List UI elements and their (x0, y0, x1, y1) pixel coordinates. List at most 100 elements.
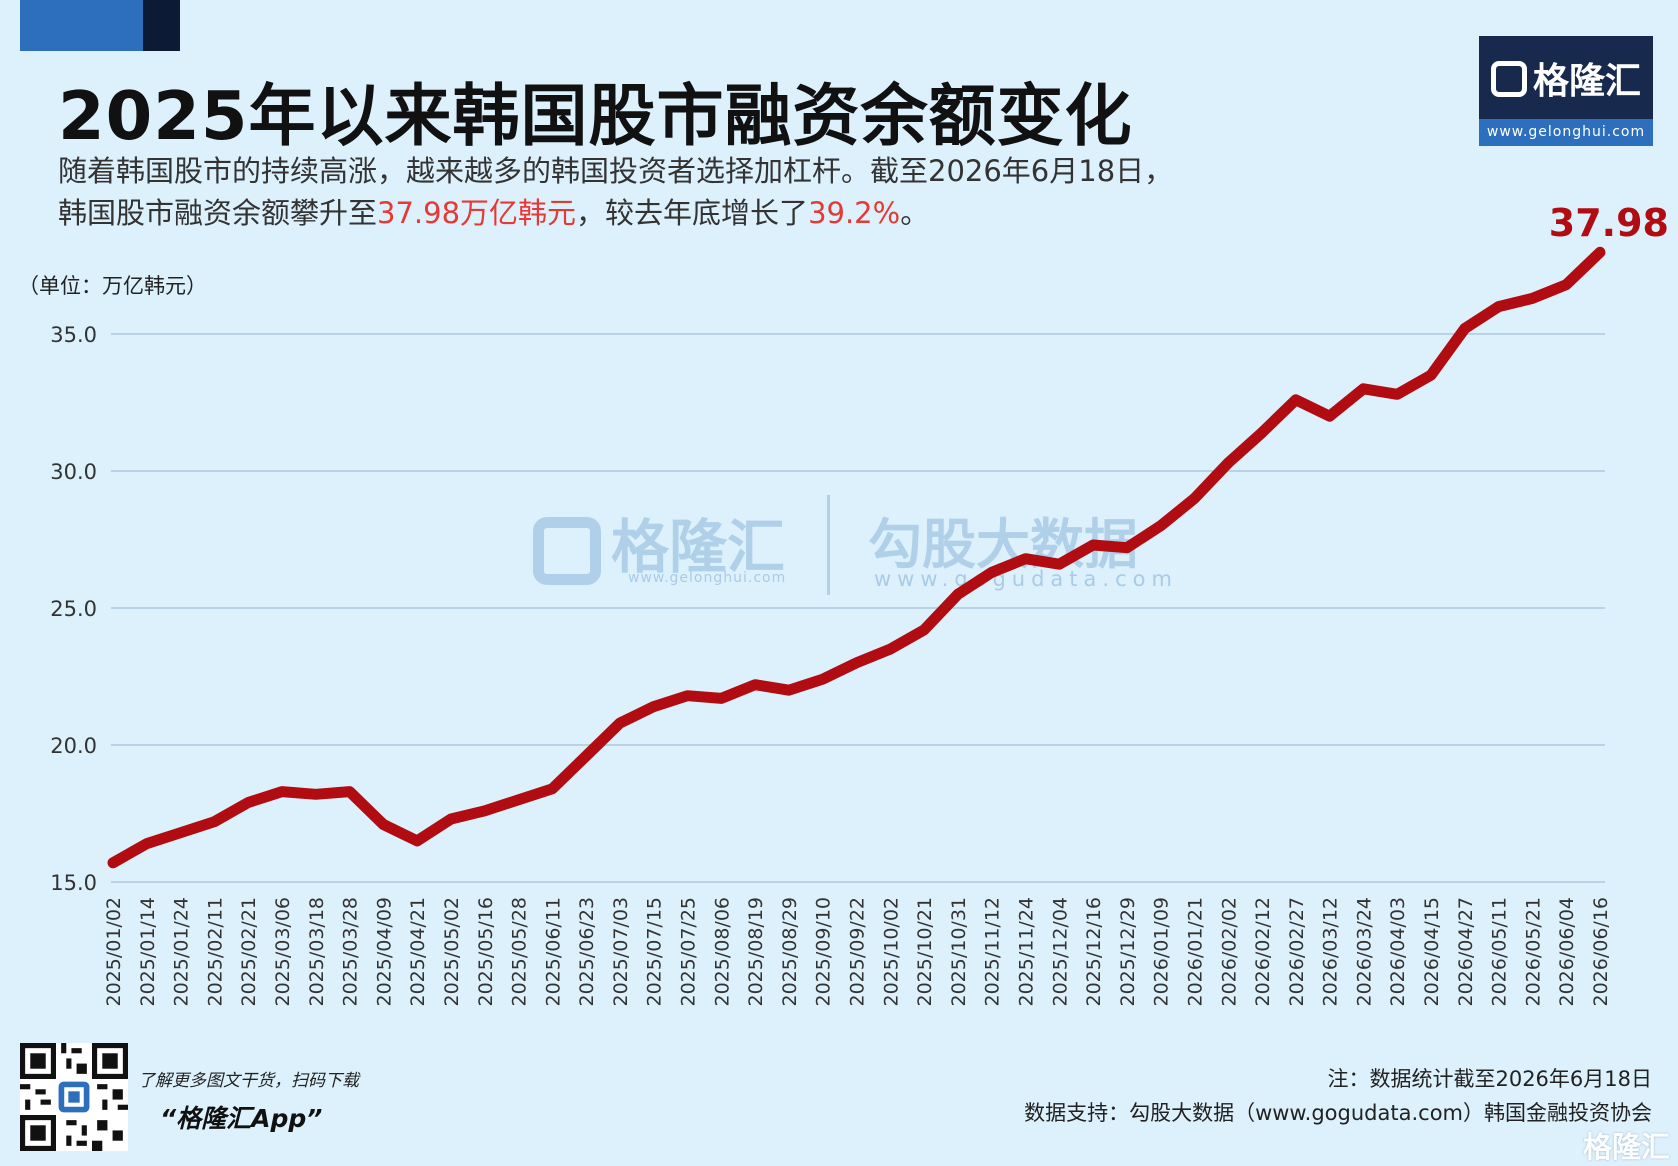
data-point (1324, 411, 1335, 422)
data-point (885, 644, 896, 655)
x-tick-label: 2025/11/12 (982, 897, 1004, 1007)
data-point (479, 805, 490, 816)
x-tick-label: 2025/02/11 (204, 897, 226, 1007)
data-point (648, 701, 659, 712)
x-tick-label: 2025/12/16 (1083, 897, 1105, 1007)
y-tick-label: 25.0 (50, 597, 97, 621)
last-value-label: 37.98 (1549, 201, 1669, 245)
data-point (1189, 493, 1200, 504)
data-point (986, 567, 997, 578)
corner-watermark: 格隆汇 (1582, 1130, 1670, 1164)
x-tick-label: 2025/08/06 (711, 897, 733, 1007)
grid-lines (111, 333, 1605, 883)
subtitle-highlight-amount: 37.98万亿韩元 (377, 196, 577, 230)
x-tick-label: 2026/05/21 (1522, 897, 1544, 1007)
x-tick-label: 2025/10/31 (948, 897, 970, 1007)
brand-logo: 格隆汇 www.gelonghui.com (1479, 36, 1653, 146)
logo-text: 格隆汇 (1532, 61, 1641, 102)
watermark-gelonghui: 格隆汇 (533, 500, 785, 585)
series-points (108, 247, 1605, 868)
data-point (1088, 539, 1099, 550)
data-point (1121, 542, 1132, 553)
subtitle-highlight-growth: 39.2% (808, 196, 901, 230)
x-tick-label: 2025/01/24 (171, 897, 193, 1007)
data-point (919, 624, 930, 635)
data-point (1358, 383, 1369, 394)
x-tick-label: 2025/01/02 (103, 897, 125, 1007)
x-tick-label: 2026/04/27 (1455, 897, 1477, 1007)
x-tick-label: 2025/07/15 (644, 897, 666, 1007)
x-tick-label: 2025/05/28 (509, 897, 531, 1007)
x-tick-label: 2025/04/09 (373, 897, 395, 1007)
data-point (412, 835, 423, 846)
data-point (750, 679, 761, 690)
x-tick-label: 2025/06/11 (542, 897, 564, 1007)
watermark-brand1-url: www.gelonghui.com (628, 570, 787, 586)
y-tick-label: 35.0 (50, 323, 97, 347)
data-point (1561, 279, 1572, 290)
line-chart: 35.0 30.0 25.0 20.0 15.0 2025/01/02 2025/01/1… (18, 201, 1669, 1007)
data-point (614, 718, 625, 729)
x-tick-label: 2025/07/25 (678, 897, 700, 1007)
subtitle-text-a: 韩国股市融资余额攀升至 (58, 196, 378, 230)
watermark-divider (827, 495, 830, 595)
data-point (1426, 370, 1437, 381)
x-tick-label: 2026/02/27 (1286, 897, 1308, 1007)
x-tick-label: 2026/01/09 (1151, 897, 1173, 1007)
subtitle-line-2: 韩国股市融资余额攀升至37.98万亿韩元，较去年底增长了39.2%。 (58, 192, 1173, 234)
logo-mark: 格隆汇 (1479, 52, 1653, 104)
data-point (276, 786, 287, 797)
watermark-brand1: 格隆汇 (611, 513, 786, 581)
x-tick-label: 2025/08/29 (779, 897, 801, 1007)
y-axis-ticks: 35.0 30.0 25.0 20.0 15.0 (50, 323, 97, 895)
x-tick-label: 2026/03/24 (1353, 897, 1375, 1007)
logo-g-icon (1490, 61, 1527, 97)
x-tick-label: 2026/03/12 (1320, 897, 1342, 1007)
watermark-g-icon (533, 516, 601, 585)
data-point (209, 816, 220, 827)
logo-url: www.gelonghui.com (1479, 119, 1653, 146)
x-tick-label: 2026/05/11 (1489, 897, 1511, 1007)
x-tick-label: 2025/06/23 (576, 897, 598, 1007)
data-point (1020, 553, 1031, 564)
x-tick-label: 2025/09/10 (813, 897, 835, 1007)
x-tick-label: 2026/01/21 (1184, 897, 1206, 1007)
x-tick-label: 2025/03/28 (340, 897, 362, 1007)
x-tick-label: 2025/08/19 (745, 897, 767, 1007)
x-tick-label: 2026/04/03 (1387, 897, 1409, 1007)
subtitle-line-1: 随着韩国股市的持续高涨，越来越多的韩国投资者选择加杠杆。截至2026年6月18日… (58, 154, 1174, 188)
data-point (1595, 247, 1605, 258)
x-tick-label: 2025/10/02 (880, 897, 902, 1007)
x-tick-label: 2025/01/14 (137, 897, 159, 1007)
x-tick-label: 2025/07/03 (610, 897, 632, 1007)
x-tick-label: 2026/02/12 (1252, 897, 1274, 1007)
data-point (682, 690, 693, 701)
data-point (513, 794, 524, 805)
x-tick-label: 2025/03/06 (272, 897, 294, 1007)
data-source: 数据支持：勾股大数据（www.gogudata.com）韩国金融投资协会 (1024, 1101, 1652, 1125)
data-point (108, 857, 118, 868)
qr-code[interactable] (20, 1043, 128, 1151)
y-tick-label: 20.0 (50, 734, 97, 758)
x-tick-label: 2025/10/21 (914, 897, 936, 1007)
subtitle-text-c: 。 (900, 196, 930, 230)
data-point (1459, 323, 1470, 334)
data-point (952, 589, 963, 600)
x-tick-label: 2026/02/02 (1218, 897, 1240, 1007)
data-point (310, 789, 321, 800)
page-title: 2025年以来韩国股市融资余额变化 (58, 77, 1133, 155)
subtitle-text-b: ，较去年底增长了 (576, 196, 809, 230)
x-tick-label: 2025/11/24 (1015, 897, 1037, 1007)
data-point (445, 813, 456, 824)
series-line (107, 246, 1606, 869)
data-point (851, 657, 862, 668)
corner-accent-navy (143, 0, 180, 51)
data-point (378, 819, 389, 830)
x-tick-label: 2025/05/02 (441, 897, 463, 1007)
x-tick-label: 2025/02/21 (238, 897, 260, 1007)
qr-caption: 了解更多图文干货，扫码下载 (138, 1071, 359, 1091)
data-point (1223, 457, 1234, 468)
x-tick-label: 2025/09/22 (847, 897, 869, 1007)
data-point (581, 750, 592, 761)
data-point (1257, 427, 1268, 438)
